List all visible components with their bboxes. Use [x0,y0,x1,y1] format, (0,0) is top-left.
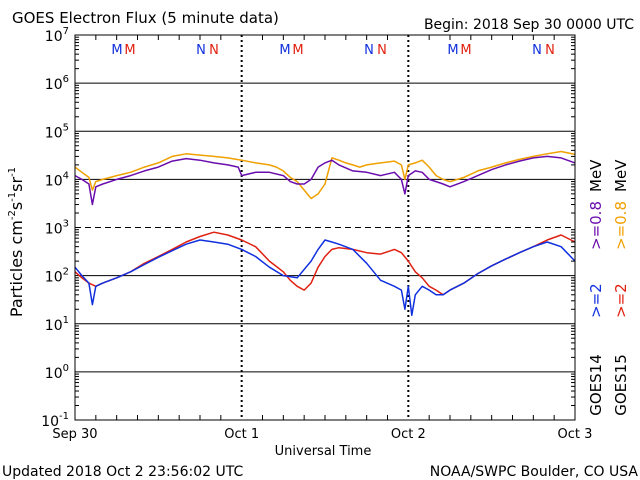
y-label-part: Particles cm [7,220,26,317]
begin-time: Begin: 2018 Sep 30 0000 UTC [424,17,634,33]
y-label-exp: -1 [7,192,18,202]
y-tick-exponent: 6 [63,74,69,85]
y-tick-label: 107 [45,26,69,45]
goes15-label: GOES15 [612,354,630,416]
y-tick-base: 10 [45,173,63,189]
goes15-ge2-label: >=2 [612,283,630,318]
event-marker: N [377,43,387,58]
x-axis-label: Universal Time [275,444,372,459]
y-tick-label: 106 [45,74,69,93]
y-axis-label: Particles cm-2s-1sr-1 [7,167,26,317]
y-tick-base: 10 [45,366,63,382]
y-tick-exponent: 0 [63,363,69,374]
y-tick-base: 10 [45,222,63,238]
mev-label-goes14: MeV [587,159,605,192]
event-marker: N [545,43,555,58]
event-marker: M [292,43,303,58]
credit-text: NOAA/SWPC Boulder, CO USA [430,464,639,480]
y-tick-exponent: 1 [63,315,69,326]
series-goes15_ge2 [74,231,576,296]
x-tick-label: Oct 1 [224,427,259,442]
goes14-ge08-label: >=0.8 [587,201,605,250]
updated-timestamp: Updated 2018 Oct 2 23:56:02 UTC [2,464,243,480]
y-tick-exponent: 7 [63,26,69,37]
y-tick-label: 100 [45,363,69,382]
y-tick-exponent: 5 [63,122,69,133]
y-tick-base: 10 [45,270,63,286]
goes15-ge08-label: >=0.8 [612,201,630,250]
event-marker: M [447,43,458,58]
y-tick-base: 10 [45,318,63,334]
event-marker: M [124,43,135,58]
y-tick-base: 10 [45,29,63,45]
y-label-exp: -2 [7,210,18,220]
x-tick-label: Oct 3 [558,427,593,442]
event-marker: N [196,43,206,58]
chart-title: GOES Electron Flux (5 minute data) [12,9,279,27]
y-tick-label: 10-1 [41,411,69,430]
y-tick-label: 105 [45,122,69,141]
series-goes15_ge08 [74,150,576,200]
y-tick-exponent: 3 [63,219,69,230]
goes14-label: GOES14 [587,354,605,416]
event-marker: N [532,43,542,58]
x-tick-label: Sep 30 [52,427,97,442]
grid-layer [75,35,575,420]
event-marker: M [460,43,471,58]
y-tick-label: 102 [45,267,69,286]
y-tick-exponent: -1 [59,411,69,422]
event-marker: M [111,43,122,58]
event-marker: N [209,43,219,58]
goes14-ge2-label: >=2 [587,283,605,318]
y-label-part: s [7,202,26,210]
mev-label-goes15: MeV [612,159,630,192]
y-tick-base: 10 [41,414,59,430]
y-tick-base: 10 [45,125,63,141]
y-tick-exponent: 4 [63,170,69,181]
y-label-exp: -1 [7,167,18,177]
series-layer [74,150,576,317]
x-tick-label: Oct 2 [391,427,426,442]
y-tick-label: 103 [45,219,69,238]
y-tick-label: 104 [45,170,69,189]
y-tick-exponent: 2 [63,267,69,278]
event-marker: N [364,43,374,58]
series-goes14_ge08 [74,155,576,206]
y-tick-label: 101 [45,315,69,334]
y-label-part: sr [7,177,26,192]
event-marker: M [279,43,290,58]
series-goes14_ge2 [74,239,576,317]
y-tick-base: 10 [45,77,63,93]
